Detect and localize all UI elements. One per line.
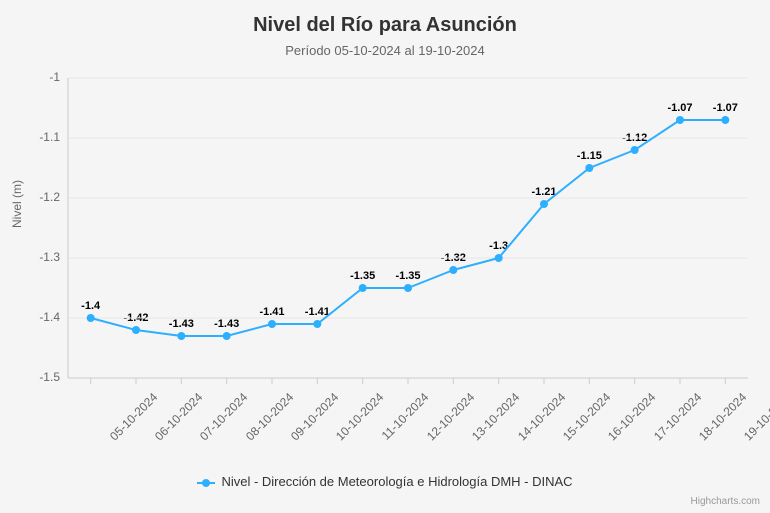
x-tick-label: 13-10-2024 [469,390,522,443]
chart-title: Nivel del Río para Asunción [0,0,770,37]
x-tick-label: 16-10-2024 [605,390,658,443]
x-tick-label: 07-10-2024 [197,390,250,443]
x-tick-label: 05-10-2024 [107,390,160,443]
x-tick-label: 10-10-2024 [333,390,386,443]
chart-subtitle: Período 05-10-2024 al 19-10-2024 [0,37,770,58]
legend[interactable]: Nivel - Dirección de Meteorología e Hidr… [0,474,770,489]
y-tick-label: -1.2 [20,190,60,204]
x-tick-label: 06-10-2024 [152,390,205,443]
legend-label: Nivel - Dirección de Meteorología e Hidr… [221,474,572,489]
x-tick-label: 12-10-2024 [424,390,477,443]
x-tick-label: 18-10-2024 [696,390,749,443]
x-tick-label: 15-10-2024 [560,390,613,443]
y-tick-label: -1.5 [20,370,60,384]
plot-svg [68,78,748,378]
x-tick-label: 17-10-2024 [651,390,704,443]
river-level-chart: Nivel del Río para Asunción Período 05-1… [0,0,770,513]
y-tick-label: -1 [20,70,60,84]
y-axis-title: Nivel (m) [10,180,24,228]
plot-area [68,78,748,378]
x-tick-label: 09-10-2024 [288,390,341,443]
y-tick-label: -1.4 [20,310,60,324]
credit-text[interactable]: Highcharts.com [691,496,760,507]
x-tick-label: 11-10-2024 [378,390,431,443]
x-tick-label: 14-10-2024 [515,390,568,443]
x-tick-label: 08-10-2024 [243,390,296,443]
y-tick-label: -1.1 [20,130,60,144]
y-tick-label: -1.3 [20,250,60,264]
legend-marker-icon [197,477,215,489]
